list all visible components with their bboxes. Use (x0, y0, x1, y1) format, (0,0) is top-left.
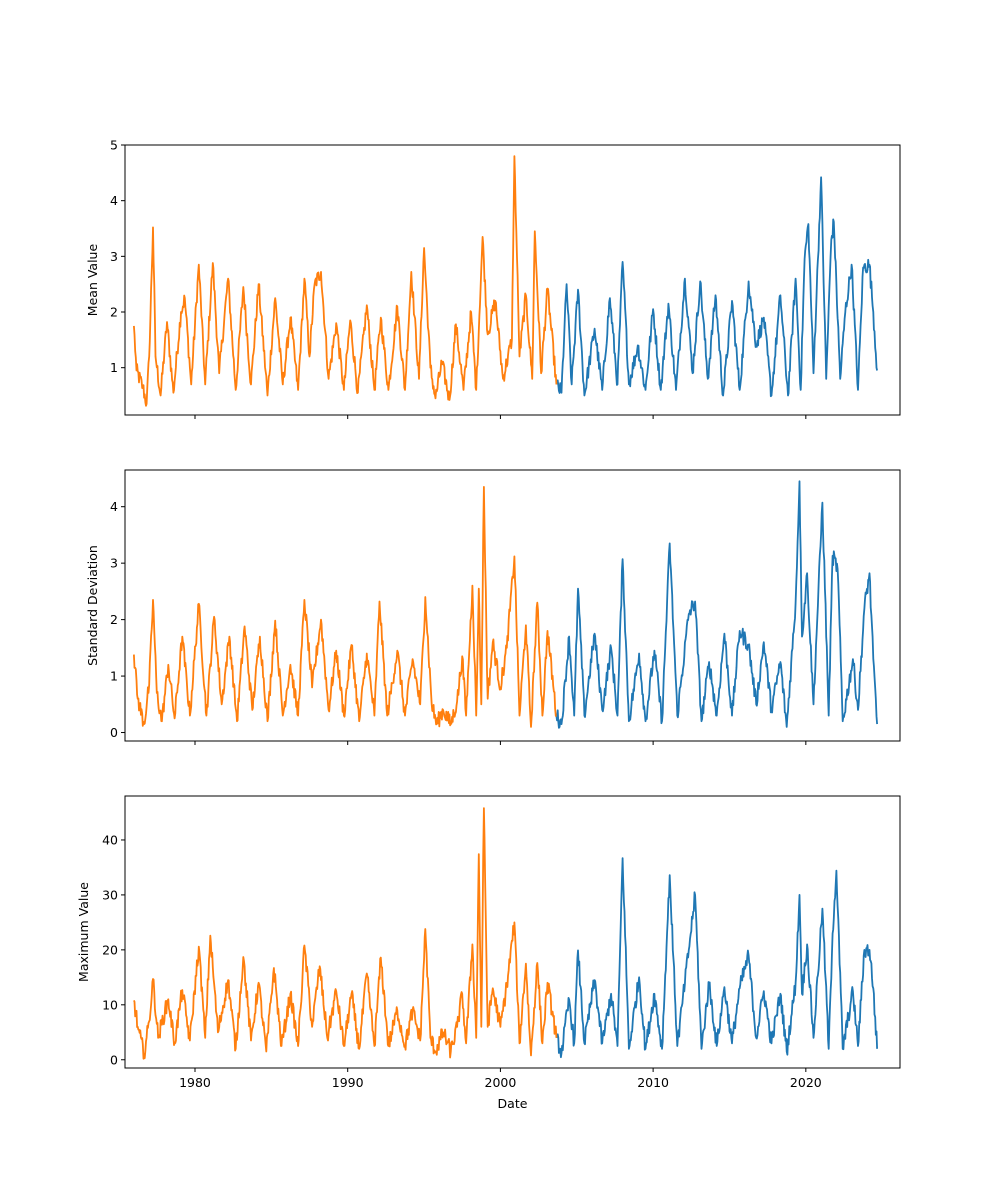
y-axis-label: Standard Deviation (85, 545, 100, 666)
y-tick-label: 20 (102, 942, 118, 957)
subplot-1: 1 2 3 4 5 Mean Value (85, 138, 901, 419)
y-tick-label: 1 (110, 360, 118, 375)
subplot-3: 0 10 20 30 40 Maximum Value 1980 1990 2000 2010 20… (76, 795, 901, 1111)
series-line-recent (555, 857, 878, 1059)
series-line-recent (555, 176, 878, 398)
y-tick-label: 2 (110, 612, 118, 627)
y-tick-label: 30 (102, 887, 118, 902)
y-tick-label: 3 (110, 556, 118, 571)
subplot-2: 0 1 2 3 4 Standard Deviation (85, 469, 901, 745)
y-tick-label: 40 (102, 832, 118, 847)
y-axis-label: Mean Value (85, 244, 100, 317)
y-tick-label: 4 (110, 193, 118, 208)
x-tick-label: 2020 (790, 1075, 822, 1090)
x-tick-label: 2000 (485, 1075, 517, 1090)
x-tick-label: 1990 (332, 1075, 364, 1090)
y-tick-label: 1 (110, 669, 118, 684)
y-tick-label: 5 (110, 138, 118, 153)
x-axis-label: Date (498, 1096, 528, 1111)
y-axis-label: Maximum Value (76, 882, 91, 982)
series-line-historical (133, 486, 557, 728)
x-tick-label: 1980 (179, 1075, 211, 1090)
y-tick-label: 0 (110, 1052, 118, 1067)
y-tick-label: 4 (110, 499, 118, 514)
y-tick-label: 10 (102, 997, 118, 1012)
y-tick-label: 0 (110, 725, 118, 740)
series-line-historical (133, 807, 558, 1060)
axes-frame (124, 144, 901, 416)
series-line-historical (133, 155, 558, 407)
axes-frame (124, 795, 901, 1069)
x-tick-label: 2010 (637, 1075, 669, 1090)
y-tick-label: 3 (110, 249, 118, 264)
y-tick-label: 2 (110, 305, 118, 320)
series-line-recent (555, 480, 878, 729)
axes-frame (124, 469, 901, 742)
